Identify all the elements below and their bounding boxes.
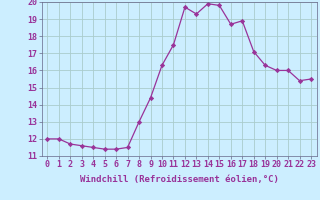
X-axis label: Windchill (Refroidissement éolien,°C): Windchill (Refroidissement éolien,°C) <box>80 175 279 184</box>
